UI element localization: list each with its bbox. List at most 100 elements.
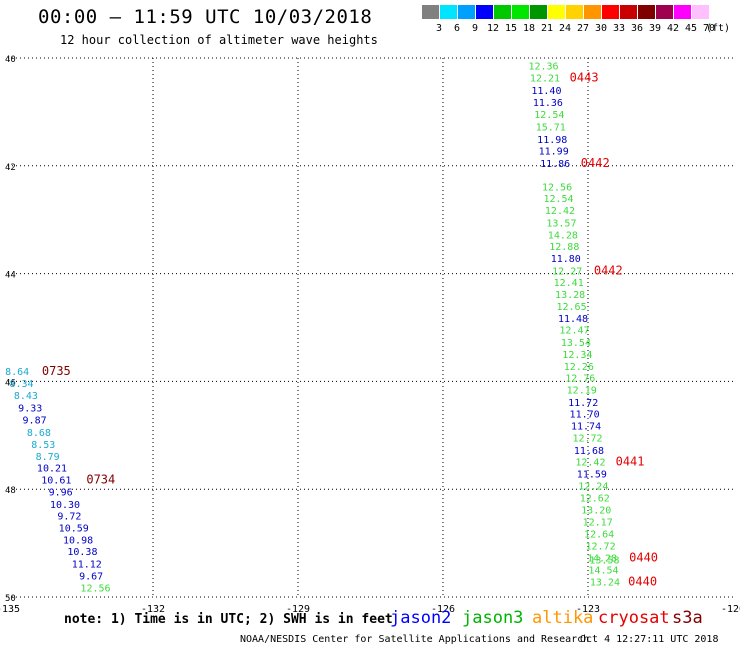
wave-height-label: 10.30 [50,500,80,511]
latitude-tick-label: 46 [5,378,16,388]
legend-swatch [620,5,637,19]
longitude-tick-label: -126 [431,604,455,615]
legend-swatch [476,5,493,19]
wave-height-label: 12.21 [530,73,560,84]
wave-height-label: 8.79 [36,452,60,463]
wave-height-label: 9.96 [49,487,73,498]
legend-swatch [674,5,691,19]
wave-height-label: 11.80 [551,254,581,265]
wave-height-label: 12.56 [80,583,110,594]
longitude-tick-label: -123 [576,604,600,615]
longitude-tick-label: -129 [286,604,310,615]
wave-height-label: 12.19 [567,385,597,396]
legend-swatch [566,5,583,19]
latitude-tick-label: 40 [5,55,16,65]
wave-height-label: 11.70 [570,410,600,421]
wave-height-label: 13.24 [590,577,620,588]
wave-height-label: 13.58 [589,555,619,566]
units-note: note: 1) Time is in UTC; 2) SWH is in fe… [64,612,393,627]
legend-label: 33 [612,23,626,34]
wave-height-label: 8.43 [14,391,38,402]
legend-label: 24 [558,23,572,34]
wave-height-label: 11.98 [537,135,567,146]
wave-height-label: 10.61 [41,475,71,486]
wave-height-label: 10.38 [67,547,97,558]
pass-time-label: 0440 [629,551,658,565]
legend-swatch [692,5,709,19]
legend-swatch [656,5,673,19]
wave-height-label: 9.33 [18,403,42,414]
wave-height-label: 12.62 [580,493,610,504]
legend-label: 21 [540,23,554,34]
wave-height-label: 11.68 [574,446,604,457]
wave-height-label: 13.28 [555,290,585,301]
latitude-tick-label: 44 [5,271,16,281]
wave-height-label: 12.88 [549,242,579,253]
legend-label: 3 [435,23,443,34]
wave-height-label: 12.65 [557,302,587,313]
legend-label: 9 [471,23,479,34]
wave-height-label: 11.59 [577,470,607,481]
wave-height-label: 12.36 [528,62,558,73]
pass-time-label: 0442 [594,263,623,277]
legend-swatch [530,5,547,19]
wave-height-label: 12.27 [552,266,582,277]
wave-height-label: 12.72 [586,541,616,552]
longitude-tick-label: -132 [141,604,165,615]
wave-height-label: 12.26 [564,362,594,373]
satellite-label-s3a: s3a [672,608,703,628]
legend-swatch [512,5,529,19]
wave-height-label: 11.72 [568,398,598,409]
longitude-tick-label: -135 [0,604,20,615]
wave-height-label: 8.64 [5,367,29,378]
satellite-label-cryosat: cryosat [598,608,670,628]
wave-height-label: 14.28 [587,554,617,565]
map-title: 00:00 – 11:59 UTC 10/03/2018 [38,6,373,28]
legend-label: 15 [504,23,518,34]
legend-label: 42 [666,23,680,34]
legend-label: 30 [594,23,608,34]
latitude-tick-label: 48 [5,486,16,496]
pass-time-label: 0442 [581,156,610,170]
legend-swatch [638,5,655,19]
wave-height-label: 12.42 [545,206,575,217]
legend-swatch [602,5,619,19]
legend-label: 70 [702,23,716,34]
generated-timestamp: Oct 4 12:27:11 UTC 2018 [580,634,719,645]
legend-label: 18 [522,23,536,34]
legend-label: 45 [684,23,698,34]
pass-time-label: 0441 [616,455,645,469]
wave-height-label: 12.42 [575,458,605,469]
satellite-label-jason2: jason2 [390,608,452,628]
longitude-tick-label: -120 [721,604,740,615]
wave-height-label: 12.34 [562,350,592,361]
wave-height-label: 12.54 [543,194,573,205]
satellite-label-altika: altika [532,608,594,628]
wave-height-label: 14.54 [588,566,618,577]
wave-height-label: 9.87 [23,416,47,427]
wave-height-label: 11.74 [571,422,601,433]
wave-height-label: 13.54 [561,338,591,349]
legend-label: 39 [648,23,662,34]
wave-height-label: 12.24 [578,481,608,492]
latitude-tick-label: 50 [5,594,16,604]
satellite-label-jason3: jason3 [462,608,524,628]
wave-height-label: 9.72 [57,512,81,523]
wave-height-label: 12.64 [584,529,614,540]
wave-height-label: 11.36 [533,98,563,109]
wave-height-label: 10.59 [59,523,89,534]
wave-height-label: 14.28 [548,230,578,241]
legend-unit: (ft) [706,23,731,34]
legend-swatch [422,5,439,19]
wave-height-label: 11.12 [72,560,102,571]
map-subtitle: 12 hour collection of altimeter wave hei… [60,33,378,47]
wave-height-label: 12.47 [559,326,589,337]
wave-height-label: 15.71 [536,122,566,133]
wave-height-label: 13.20 [581,506,611,517]
legend-swatch [458,5,475,19]
pass-time-label: 0440 [628,574,657,588]
wave-height-label: 13.57 [546,218,576,229]
wave-height-label: 12.72 [572,433,602,444]
legend-label: 27 [576,23,590,34]
